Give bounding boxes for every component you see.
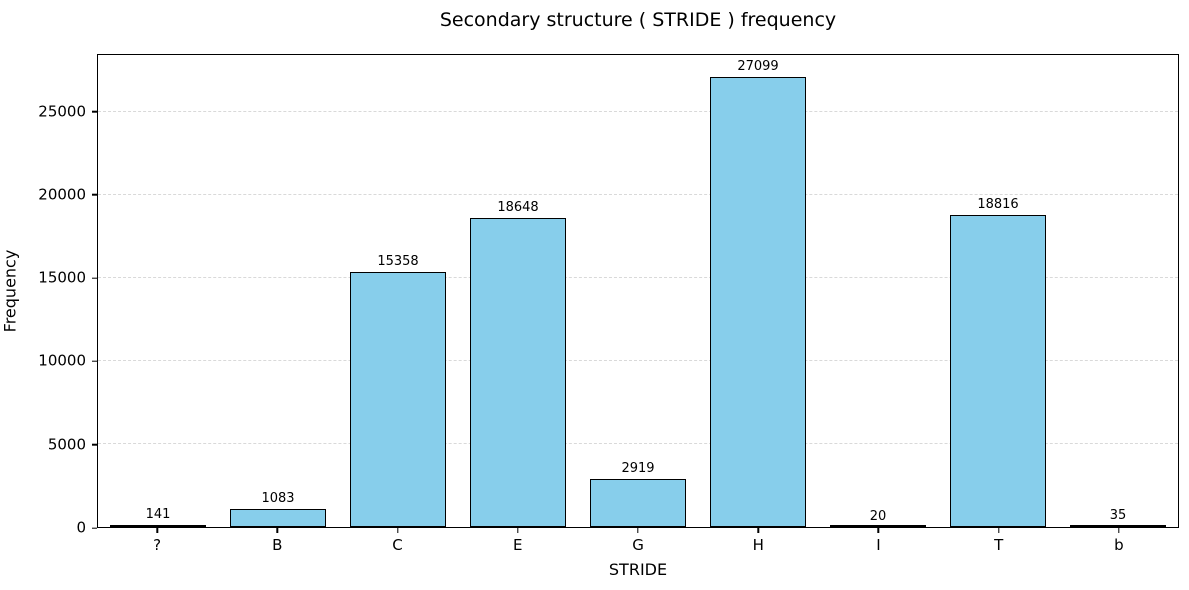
y-tick-label: 25000 (38, 102, 86, 121)
y-tick-mark (91, 360, 97, 363)
y-tick-label: 0 (76, 518, 86, 537)
bar-? (110, 524, 206, 527)
gridline (98, 111, 1178, 113)
x-tick-label-B: B (272, 536, 283, 554)
y-tick-label: 5000 (47, 435, 86, 454)
x-tick-label-?: ? (153, 536, 162, 554)
x-axis-label: STRIDE (608, 560, 668, 579)
gridline (98, 360, 1178, 362)
chart-title: Secondary structure ( STRIDE ) frequency (439, 9, 837, 31)
y-tick-mark (91, 110, 97, 113)
bar-I (830, 525, 926, 527)
y-tick-labels: 0 5000 10000 15000 20000 25000 (0, 54, 90, 535)
x-tick-mark (156, 527, 158, 533)
x-tick-mark (517, 527, 519, 533)
x-tick-label-b: b (1114, 536, 1124, 554)
bar-value-label: 20 (869, 508, 887, 524)
x-tick-mark (997, 527, 1000, 533)
y-tick-label: 15000 (38, 268, 86, 287)
plot-area: 141 1083 15358 18648 2919 27099 20 18816 35 (97, 54, 1179, 528)
x-tick-mark (757, 527, 759, 533)
bar-value-label: 35 (1109, 508, 1127, 524)
bar-B (230, 509, 326, 527)
bar-value-label: 15358 (377, 254, 419, 270)
bar-H (710, 77, 806, 527)
x-tick-label-E: E (513, 536, 523, 554)
y-tick-mark (91, 527, 97, 529)
gridline (98, 277, 1178, 279)
bar-value-label: 2919 (621, 460, 655, 476)
y-tick-label: 10000 (38, 351, 86, 370)
x-tick-label-G: G (632, 536, 644, 554)
y-tick-mark (91, 194, 97, 196)
bar-T (950, 214, 1046, 527)
bar-value-label: 1083 (261, 491, 295, 507)
x-tick-mark (396, 527, 399, 533)
y-tick-mark (91, 444, 97, 446)
bar-E (470, 217, 566, 527)
x-tick-label-C: C (392, 536, 403, 554)
x-tick-mark (276, 527, 279, 533)
x-tick-mark (637, 527, 639, 533)
y-ticks (91, 54, 97, 529)
x-tick-label-H: H (752, 536, 764, 554)
x-tick-label-T: T (994, 536, 1004, 554)
bar-C (350, 272, 446, 527)
y-tick-label: 20000 (38, 185, 86, 204)
bar-value-label: 27099 (737, 59, 779, 75)
bar-value-label: 18648 (497, 199, 539, 215)
x-ticks (97, 527, 1179, 533)
x-tick-label-I: I (876, 536, 881, 554)
bar-b (1070, 525, 1166, 527)
bar-G (590, 478, 686, 527)
gridline (98, 194, 1178, 196)
x-tick-mark (1118, 527, 1120, 533)
bar-value-label: 18816 (977, 196, 1019, 212)
x-tick-mark (877, 527, 880, 533)
bar-value-label: 141 (145, 506, 171, 522)
gridline (98, 443, 1178, 445)
y-tick-mark (91, 277, 97, 279)
